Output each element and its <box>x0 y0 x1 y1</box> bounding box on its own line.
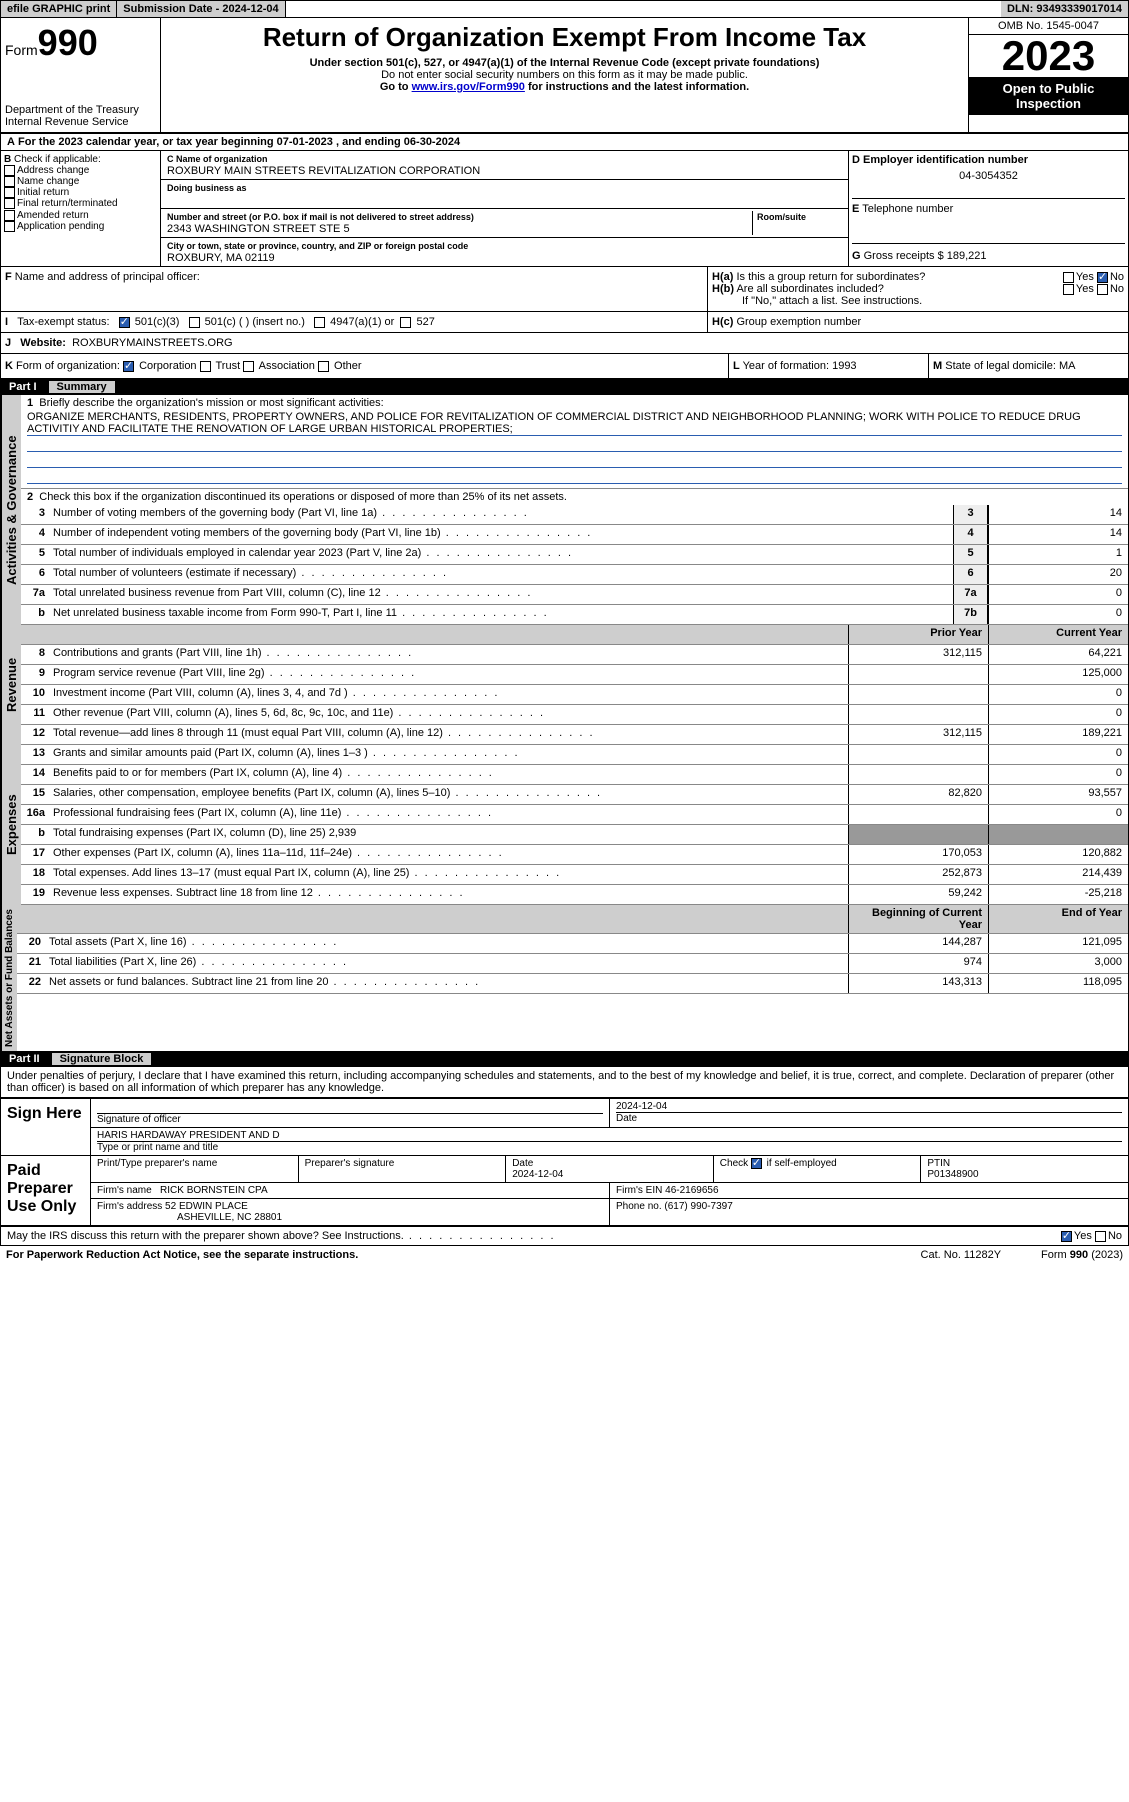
part1-header: Part ISummary <box>1 379 1128 395</box>
data-row: bTotal fundraising expenses (Part IX, co… <box>21 825 1128 845</box>
org-name: ROXBURY MAIN STREETS REVITALIZATION CORP… <box>167 165 480 177</box>
tax-year: 2023 <box>969 35 1128 77</box>
hb-yes[interactable] <box>1063 284 1074 295</box>
expenses-block: Expenses 13Grants and similar amounts pa… <box>1 745 1128 905</box>
assoc-checkbox[interactable] <box>243 361 254 372</box>
data-row: 13Grants and similar amounts paid (Part … <box>21 745 1128 765</box>
form-number: Form990 <box>5 22 156 64</box>
form-title: Return of Organization Exempt From Incom… <box>165 22 964 53</box>
subtitle-2: Do not enter social security numbers on … <box>165 69 964 81</box>
discuss-yes[interactable] <box>1061 1231 1072 1242</box>
initial-return-checkbox[interactable] <box>4 187 15 198</box>
gov-row: 3Number of voting members of the governi… <box>21 505 1128 525</box>
data-row: 20Total assets (Part X, line 16)144,2871… <box>17 934 1128 954</box>
page-footer: For Paperwork Reduction Act Notice, see … <box>0 1246 1129 1264</box>
line-a: A For the 2023 calendar year, or tax yea… <box>1 134 1128 151</box>
gov-row: 5Total number of individuals employed in… <box>21 545 1128 565</box>
section-b: B Check if applicable: Address change Na… <box>1 151 161 266</box>
discuss-row: May the IRS discuss this return with the… <box>1 1226 1128 1245</box>
amended-checkbox[interactable] <box>4 210 15 221</box>
hb-no[interactable] <box>1097 284 1108 295</box>
efile-btn[interactable]: efile GRAPHIC print <box>1 1 117 17</box>
discuss-no[interactable] <box>1095 1231 1106 1242</box>
section-k-l-m: K Form of organization: Corporation Trus… <box>1 354 1128 379</box>
section-c: C Name of organization ROXBURY MAIN STRE… <box>161 151 848 266</box>
data-row: 10Investment income (Part VIII, column (… <box>21 685 1128 705</box>
open-inspection: Open to Public Inspection <box>969 77 1128 115</box>
data-row: 15Salaries, other compensation, employee… <box>21 785 1128 805</box>
data-row: 8Contributions and grants (Part VIII, li… <box>21 645 1128 665</box>
name-change-checkbox[interactable] <box>4 176 15 187</box>
501c-checkbox[interactable] <box>189 317 200 328</box>
gov-row: 4Number of independent voting members of… <box>21 525 1128 545</box>
firm-ein: 46-2169656 <box>665 1185 718 1196</box>
submission-date: Submission Date - 2024-12-04 <box>117 1 285 17</box>
website: ROXBURYMAINSTREETS.ORG <box>72 337 233 349</box>
netassets-block: Net Assets or Fund Balances Beginning of… <box>1 905 1128 1051</box>
signature-block: Sign Here Signature of officer 2024-12-0… <box>1 1097 1128 1226</box>
501c3-checkbox[interactable] <box>119 317 130 328</box>
subtitle-1: Under section 501(c), 527, or 4947(a)(1)… <box>165 57 964 69</box>
dln: DLN: 93493339017014 <box>1001 1 1128 17</box>
data-row: 19Revenue less expenses. Subtract line 1… <box>21 885 1128 905</box>
527-checkbox[interactable] <box>400 317 411 328</box>
officer-name: HARIS HARDAWAY PRESIDENT AND D <box>97 1130 280 1141</box>
data-row: 14Benefits paid to or for members (Part … <box>21 765 1128 785</box>
dept-treasury: Department of the Treasury <box>5 104 156 116</box>
data-row: 11Other revenue (Part VIII, column (A), … <box>21 705 1128 725</box>
self-employed-checkbox[interactable] <box>751 1158 762 1169</box>
other-checkbox[interactable] <box>318 361 329 372</box>
gross-receipts: 189,221 <box>947 250 987 262</box>
trust-checkbox[interactable] <box>200 361 211 372</box>
ptin: P01348900 <box>927 1169 978 1180</box>
topbar: efile GRAPHIC print Submission Date - 20… <box>1 1 1128 18</box>
corp-checkbox[interactable] <box>123 361 134 372</box>
gov-row: 7aTotal unrelated business revenue from … <box>21 585 1128 605</box>
gov-row: 6Total number of volunteers (estimate if… <box>21 565 1128 585</box>
subtitle-3: Go to www.irs.gov/Form990 for instructio… <box>165 81 964 93</box>
ein: 04-3054352 <box>852 170 1125 182</box>
part2-header: Part IISignature Block <box>1 1051 1128 1067</box>
data-row: 22Net assets or fund balances. Subtract … <box>17 974 1128 994</box>
org-street: 2343 WASHINGTON STREET STE 5 <box>167 223 350 235</box>
section-f-h: F Name and address of principal officer:… <box>1 267 1128 312</box>
perjury-statement: Under penalties of perjury, I declare th… <box>1 1067 1128 1097</box>
addr-change-checkbox[interactable] <box>4 165 15 176</box>
firm-phone: (617) 990-7397 <box>664 1201 732 1212</box>
ha-no[interactable] <box>1097 272 1108 283</box>
data-row: 9Program service revenue (Part VIII, lin… <box>21 665 1128 685</box>
4947-checkbox[interactable] <box>314 317 325 328</box>
section-d-e-g: D Employer identification number04-30543… <box>848 151 1128 266</box>
irs-link[interactable]: www.irs.gov/Form990 <box>412 81 525 93</box>
revenue-block: Revenue Prior YearCurrent Year 8Contribu… <box>1 625 1128 745</box>
data-row: 12Total revenue—add lines 8 through 11 (… <box>21 725 1128 745</box>
org-info-block: B Check if applicable: Address change Na… <box>1 151 1128 267</box>
pending-checkbox[interactable] <box>4 221 15 232</box>
org-city: ROXBURY, MA 02119 <box>167 252 275 264</box>
data-row: 18Total expenses. Add lines 13–17 (must … <box>21 865 1128 885</box>
final-return-checkbox[interactable] <box>4 198 15 209</box>
governance-block: Activities & Governance 1 Briefly descri… <box>1 395 1128 625</box>
data-row: 17Other expenses (Part IX, column (A), l… <box>21 845 1128 865</box>
form-header: Form990 Department of the Treasury Inter… <box>1 18 1128 134</box>
firm-name: RICK BORNSTEIN CPA <box>160 1185 268 1196</box>
ha-yes[interactable] <box>1063 272 1074 283</box>
irs: Internal Revenue Service <box>5 116 156 128</box>
data-row: 21Total liabilities (Part X, line 26)974… <box>17 954 1128 974</box>
data-row: 16aProfessional fundraising fees (Part I… <box>21 805 1128 825</box>
gov-row: bNet unrelated business taxable income f… <box>21 605 1128 625</box>
mission: ORGANIZE MERCHANTS, RESIDENTS, PROPERTY … <box>27 411 1122 436</box>
